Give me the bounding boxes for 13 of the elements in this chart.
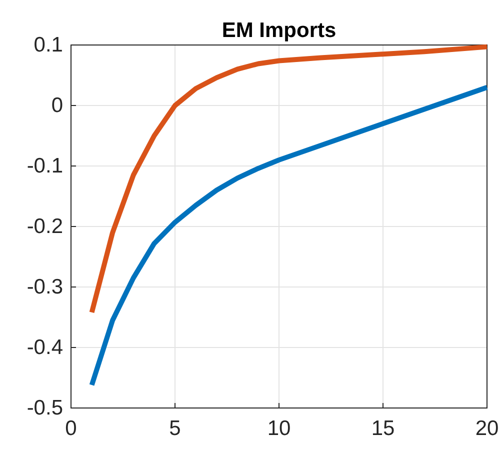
x-tick-label: 0 bbox=[65, 417, 77, 440]
y-tick-label: -0.4 bbox=[26, 336, 64, 360]
chart-title: EM Imports bbox=[222, 19, 336, 42]
y-tick-label: 0.1 bbox=[34, 34, 63, 57]
x-tick-label: 20 bbox=[475, 417, 499, 440]
y-tick-label: 0 bbox=[51, 94, 63, 118]
x-tick-label: 15 bbox=[371, 417, 395, 440]
y-tick-label: -0.3 bbox=[26, 276, 63, 299]
y-tick-label: -0.5 bbox=[26, 396, 63, 420]
y-tick-label: -0.1 bbox=[26, 154, 63, 178]
x-tick-label: 10 bbox=[267, 417, 291, 440]
y-tick-label: -0.2 bbox=[26, 215, 63, 238]
x-tick-label: 5 bbox=[169, 417, 181, 440]
